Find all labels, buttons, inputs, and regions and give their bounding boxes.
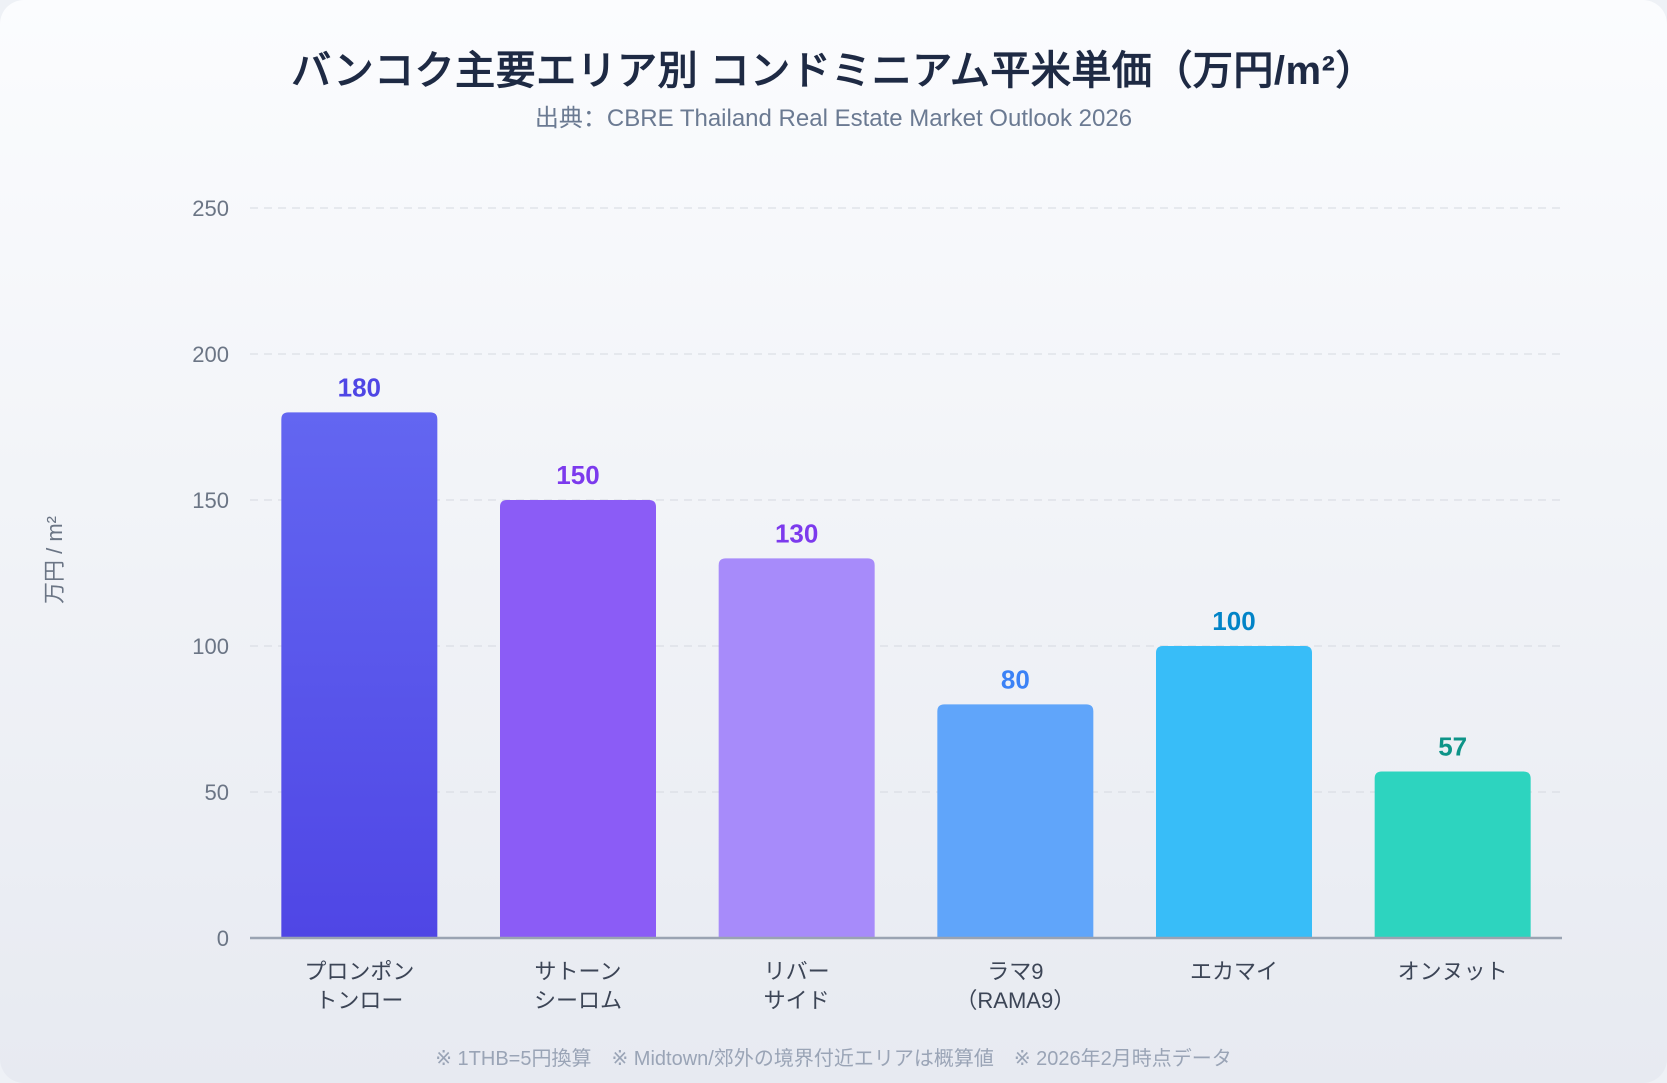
y-tick-label: 150 [192, 488, 229, 513]
chart-title: バンコク主要エリア別 コンドミニアム平米単価（万円/m²） [291, 49, 1376, 93]
x-category-label: トンロー [315, 988, 403, 1013]
x-category-label: エカマイ [1190, 959, 1278, 984]
bar-value-label: 150 [556, 460, 599, 490]
bar-value-label: 100 [1212, 606, 1255, 636]
bar-value-label: 80 [1001, 664, 1030, 694]
x-category-label: シーロム [534, 988, 622, 1013]
x-category-label: サトーン [535, 959, 622, 984]
x-category-label: リバー [764, 959, 830, 984]
bar-value-label: 130 [775, 518, 818, 548]
x-category-label: サイド [764, 988, 830, 1013]
bars [281, 412, 1531, 938]
chart-subtitle: 出典：CBRE Thailand Real Estate Market Outl… [534, 105, 1133, 132]
y-tick-label: 200 [192, 342, 229, 367]
footnote: ※ 1THB=5円換算 ※ Midtown/郊外の境界付近エリアは概算値 ※ 2… [435, 1048, 1232, 1070]
y-axis-ticks: 0 50 100 150 200 250 [192, 196, 229, 951]
bar [718, 558, 875, 938]
y-tick-label: 100 [192, 634, 229, 659]
y-tick-label: 0 [217, 926, 229, 951]
bar [281, 412, 438, 938]
x-category-label: （RAMA9） [955, 988, 1075, 1013]
bar [1374, 771, 1531, 938]
bar [937, 704, 1094, 938]
x-category-label: オンヌット [1398, 959, 1508, 984]
bar [500, 500, 656, 938]
y-axis-label: 万円 / m² [42, 516, 67, 604]
y-tick-label: 250 [192, 196, 229, 221]
grid-lines [250, 207, 1562, 793]
value-labels: 180 150 130 80 100 57 [338, 372, 1467, 761]
x-category-label: ラマ9 [987, 959, 1043, 984]
bar-value-label: 180 [338, 372, 381, 402]
bar [1156, 646, 1312, 938]
y-tick-label: 50 [205, 780, 229, 805]
bar-value-label: 57 [1438, 732, 1467, 762]
x-category-label: プロンポン [304, 959, 414, 984]
